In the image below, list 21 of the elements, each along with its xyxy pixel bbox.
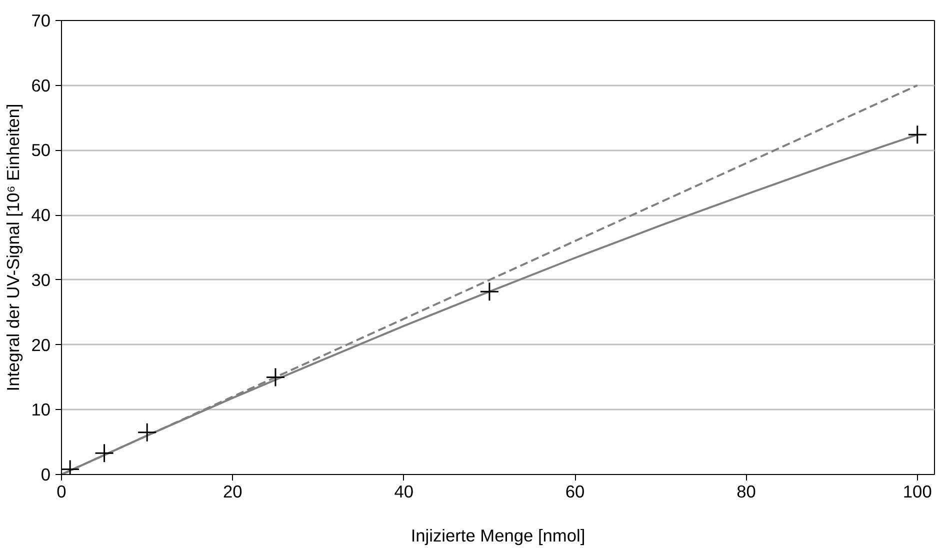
point (137, 422, 157, 442)
point (266, 367, 286, 387)
y-tick-label: 70 (31, 10, 51, 30)
x-tick-label: 80 (736, 482, 756, 502)
x-axis-title: Injizierte Menge [nmol] (410, 526, 586, 546)
x-tick-label: 40 (394, 482, 414, 502)
x-tick-label: 60 (565, 482, 585, 502)
point (94, 443, 114, 463)
y-tick-label: 50 (31, 140, 51, 160)
y-tick-label: 60 (31, 75, 51, 96)
x-tick-label: 100 (902, 482, 932, 502)
x-tick-label: 20 (223, 482, 242, 502)
y-tick-label: 40 (31, 205, 51, 226)
y-tick-label: 20 (31, 334, 51, 355)
y-tick-label: 30 (31, 270, 51, 290)
y-tick-label: 0 (40, 464, 51, 484)
y-axis-title: Integral der UV-Signal [10⁶ Einheiten] (3, 104, 24, 392)
point (908, 124, 928, 144)
y-tick-label: 10 (31, 400, 51, 420)
point (480, 282, 500, 302)
x-tick-label: 0 (56, 482, 66, 502)
